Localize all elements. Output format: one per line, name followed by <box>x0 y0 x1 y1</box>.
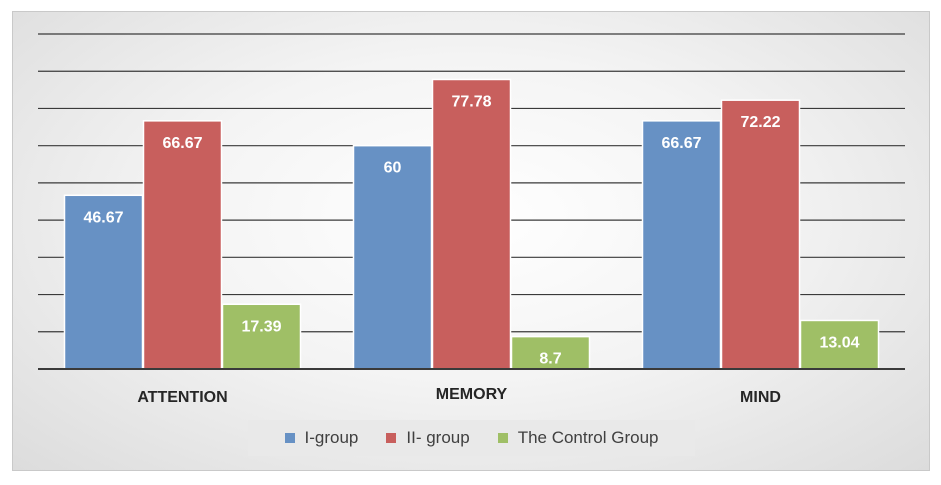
data-label-attention-series-1: 66.67 <box>162 135 202 152</box>
category-label-attention: ATTENTION <box>137 389 227 406</box>
legend-swatch-i-group <box>284 433 295 443</box>
bar-memory-series-0 <box>352 144 433 370</box>
legend-swatch-ii-group <box>386 433 397 443</box>
legend-item-i-group: I-group <box>284 428 359 448</box>
category-label-memory: MEMORY <box>436 386 508 403</box>
bar-attention-series-2 <box>221 303 302 370</box>
bar-memory-series-1 <box>431 78 512 370</box>
bar-mind-series-0 <box>641 120 722 370</box>
chart-legend: I-group II- group The Control Group <box>248 420 695 456</box>
data-label-attention-series-2: 17.39 <box>241 318 281 335</box>
data-label-memory-series-1: 77.78 <box>451 93 491 110</box>
data-label-mind-series-2: 13.04 <box>819 334 859 351</box>
category-label-mind: MIND <box>740 389 781 406</box>
bar-attention-series-1 <box>142 120 223 370</box>
data-label-mind-series-0: 66.67 <box>661 135 701 152</box>
bar-mind-series-1 <box>720 99 801 370</box>
data-label-memory-series-2: 8.7 <box>539 351 561 368</box>
data-label-attention-series-0: 46.67 <box>83 209 123 226</box>
legend-item-ii-group: II- group <box>386 428 470 448</box>
data-label-memory-series-0: 60 <box>384 160 402 177</box>
legend-label-i-group: I-group <box>304 428 359 447</box>
data-label-mind-series-1: 72.22 <box>740 114 780 131</box>
legend-swatch-control-group <box>497 433 508 443</box>
legend-label-control-group: The Control Group <box>517 428 659 447</box>
legend-item-control-group: The Control Group <box>497 428 659 448</box>
legend-label-ii-group: II- group <box>406 428 470 447</box>
